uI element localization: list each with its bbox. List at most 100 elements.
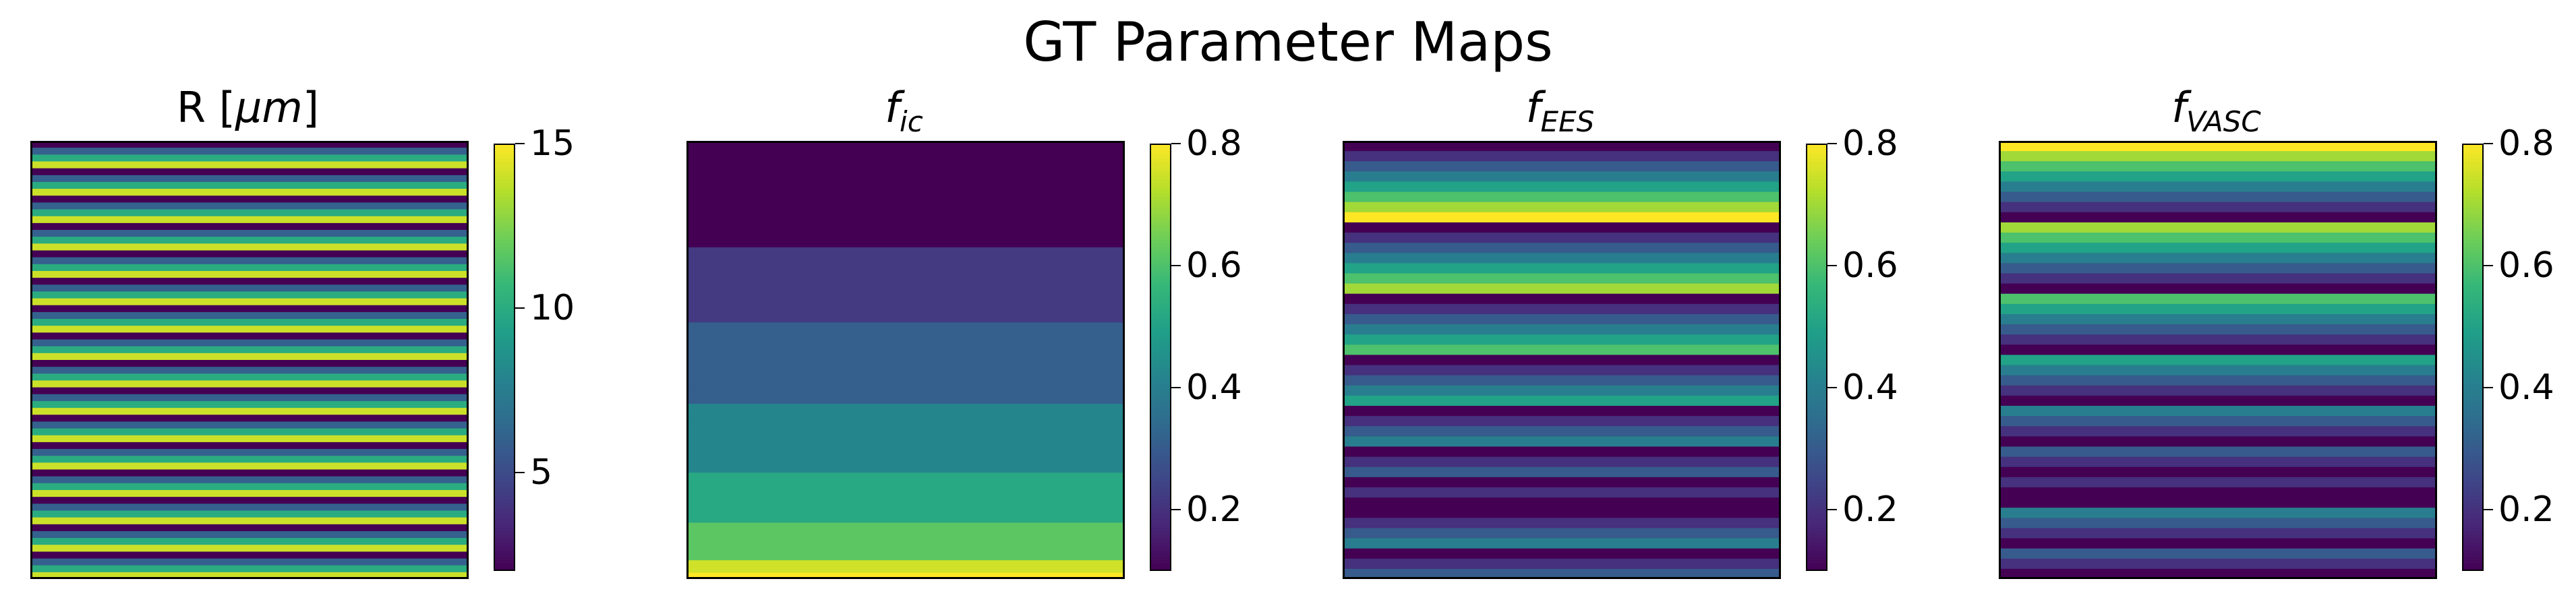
heatmap-band <box>686 485 1125 492</box>
colorbar-segment <box>2462 189 2484 194</box>
heatmap-band <box>1999 313 2437 325</box>
colorbar-segment <box>1150 524 1171 529</box>
heatmap-band <box>686 353 1125 361</box>
heatmap-fees <box>1343 141 1781 579</box>
colorbar-segment <box>1150 450 1171 454</box>
colorbar-segment <box>2462 386 2484 390</box>
colorbar-segment <box>1806 475 1827 479</box>
colorbar-segment <box>1150 175 1171 180</box>
colorbar-segment <box>1806 553 1827 557</box>
colorbar-segment <box>2462 218 2484 222</box>
colorbar-segment <box>494 506 515 511</box>
heatmap-band <box>30 504 469 512</box>
heatmap-band <box>30 154 469 162</box>
colorbar-segment <box>2462 367 2484 372</box>
colorbar-segment <box>494 303 515 308</box>
heatmap-band <box>686 291 1125 298</box>
colorbar-segment <box>1150 197 1171 202</box>
colorbar-segment <box>1150 431 1171 436</box>
colorbar-segment <box>1806 311 1827 315</box>
colorbar-segment <box>1806 450 1827 454</box>
heatmap-band <box>1999 395 2437 406</box>
heatmap-band <box>1343 456 1781 468</box>
colorbar-segment <box>494 396 515 400</box>
colorbar-segment <box>494 250 515 255</box>
colorbar-frame <box>494 144 515 571</box>
heatmap-band <box>686 235 1125 242</box>
colorbar-segment <box>1150 396 1171 400</box>
heatmap-band <box>30 360 469 367</box>
colorbar-segment <box>494 382 515 386</box>
heatmap-band <box>686 309 1125 317</box>
colorbar-tick-label: 0.2 <box>1842 489 1898 531</box>
colorbar-segment <box>1806 425 1827 429</box>
heatmap-band <box>686 422 1125 429</box>
colorbar-segment <box>494 264 515 269</box>
colorbar-segment <box>1806 567 1827 571</box>
colorbar-segment <box>2462 425 2484 429</box>
colorbar-segment <box>2462 272 2484 276</box>
colorbar-segment <box>1150 414 1171 419</box>
heatmap-band <box>30 449 469 456</box>
colorbar-segment <box>494 161 515 166</box>
colorbar-segment <box>1806 378 1827 383</box>
colorbar-segment <box>2462 392 2484 397</box>
heatmap-band <box>30 524 469 532</box>
colorbar-segment <box>1150 233 1171 237</box>
colorbar-segment <box>1150 375 1171 380</box>
colorbar-segment <box>1150 371 1171 376</box>
heatmap-band <box>1999 233 2437 243</box>
colorbar-segment <box>494 499 515 504</box>
colorbar-tick-label: 0.4 <box>1186 367 1242 408</box>
heatmap-band <box>686 572 1125 579</box>
colorbar-segment <box>494 471 515 475</box>
heatmap-band <box>30 237 469 244</box>
colorbar-segment <box>1806 499 1827 504</box>
colorbar-segment <box>1806 300 1827 305</box>
colorbar-segment <box>1806 144 1827 148</box>
colorbar-segment <box>1150 183 1171 187</box>
heatmap-band <box>686 216 1125 223</box>
colorbar-segment <box>1806 275 1827 280</box>
colorbar-fvasc <box>2462 144 2484 571</box>
heatmap-band <box>30 305 469 313</box>
colorbar-segment <box>1150 456 1171 461</box>
colorbar-segment <box>1806 179 1827 183</box>
colorbar-segment <box>1806 421 1827 425</box>
colorbar-segment <box>2462 322 2484 326</box>
heatmap-band <box>686 147 1125 154</box>
colorbar-segment <box>1806 428 1827 433</box>
colorbar-segment <box>494 147 515 152</box>
colorbar-segment <box>2462 197 2484 202</box>
colorbar-segment <box>2462 282 2484 286</box>
heatmap-band <box>686 416 1125 423</box>
heatmap-band <box>686 178 1125 185</box>
colorbar-segment <box>1150 428 1171 433</box>
heatmap-band <box>686 441 1125 448</box>
colorbar-segment <box>1806 314 1827 319</box>
colorbar-segment <box>494 478 515 483</box>
colorbar-segment <box>1150 317 1171 322</box>
colorbar-segment <box>2462 289 2484 294</box>
colorbar-segment <box>1150 172 1171 177</box>
heatmap-band <box>1999 283 2437 295</box>
colorbar-segment <box>1806 478 1827 483</box>
colorbar-segment <box>1806 382 1827 386</box>
colorbar-segment <box>1150 257 1171 262</box>
heatmap-band <box>686 253 1125 261</box>
colorbar-segment <box>1150 293 1171 297</box>
heatmap-band <box>1343 313 1781 325</box>
heatmap-band <box>1343 466 1781 478</box>
colorbar-segment <box>2462 450 2484 454</box>
colorbar-segment <box>1150 556 1171 561</box>
colorbar-segment <box>1150 346 1171 351</box>
colorbar-tick-label: 0.6 <box>1842 245 1898 286</box>
colorbar-segment <box>1150 189 1171 194</box>
colorbar-segment <box>1150 446 1171 450</box>
colorbar-segment <box>1806 282 1827 286</box>
colorbar-segment <box>1806 339 1827 344</box>
heatmap-band <box>1999 416 2437 427</box>
colorbar-segment <box>494 564 515 568</box>
heatmap-band <box>30 551 469 559</box>
colorbar-segment <box>1150 211 1171 216</box>
